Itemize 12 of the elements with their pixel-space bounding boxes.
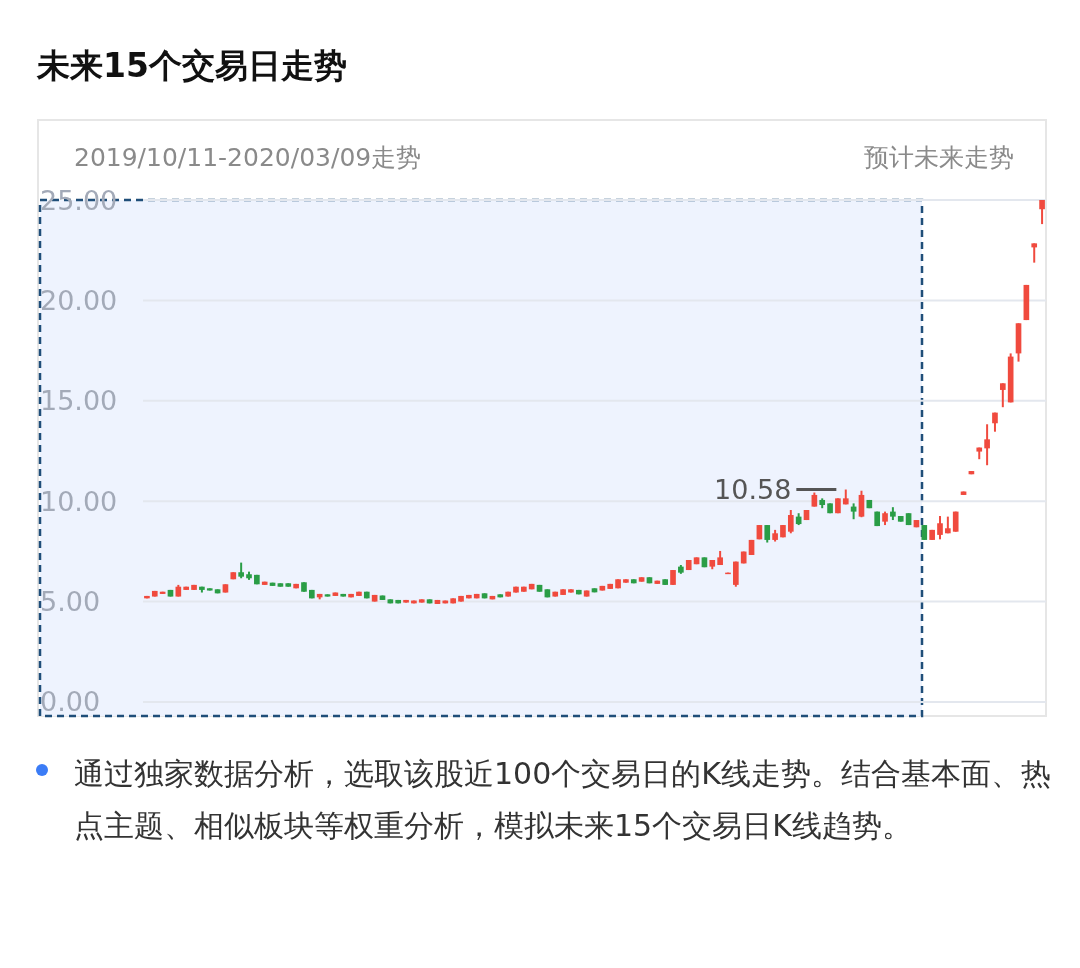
y-tick-label: 20.00 [40,284,118,316]
y-tick-label: 0.00 [40,686,101,718]
text: 通过独家数据分析，选取该股近100个交易日的K线走势。结合基本面、热点主题、相似板块等权重分析，模拟未来15个交易日K线趋势。 [74,755,1052,845]
annotation: 预计未来走势 [864,143,1014,172]
annotation: 10.58 [714,473,792,505]
annotation: 10.58 [714,473,837,505]
y-tick-label: 10.00 [40,485,118,517]
chart-title: 未来15个交易日走势 [36,46,347,85]
annotation: 2019/10/11-2020/03/09走势 [74,143,422,172]
y-tick-label: 15.00 [40,385,118,417]
y-tick-label: 25.00 [40,184,118,216]
y-tick-label: 5.00 [40,586,101,618]
